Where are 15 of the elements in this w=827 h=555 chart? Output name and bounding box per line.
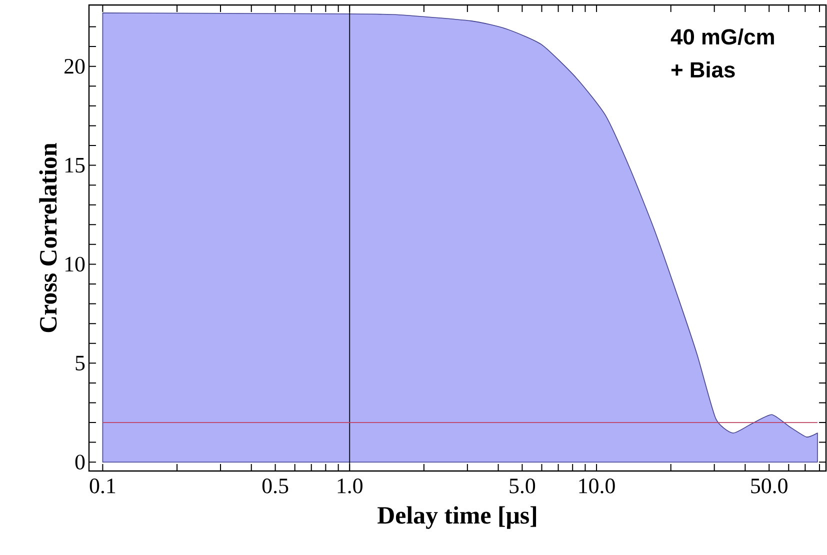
y-tick-label: 0 (75, 454, 85, 470)
x-tick-label: 5.0 (510, 478, 536, 494)
y-axis-title: Cross Correlation (39, 143, 57, 332)
x-axis-title: Delay time [μs] (378, 506, 536, 529)
x-tick-label: 10.0 (579, 478, 615, 494)
y-tick-label: 5 (76, 356, 85, 370)
x-tick-label: 0.1 (90, 478, 116, 494)
annotation: + Bias (671, 62, 735, 78)
x-tick-label: 0.5 (262, 478, 288, 494)
y-tick-label: 10 (65, 256, 85, 272)
y-tick-label: 20 (64, 58, 85, 74)
y-tick-label: 15 (65, 158, 85, 173)
x-tick-label: 50.0 (751, 478, 788, 494)
annotation: 40 mG/cm (670, 28, 774, 45)
x-tick-label: 1.0 (338, 478, 362, 494)
